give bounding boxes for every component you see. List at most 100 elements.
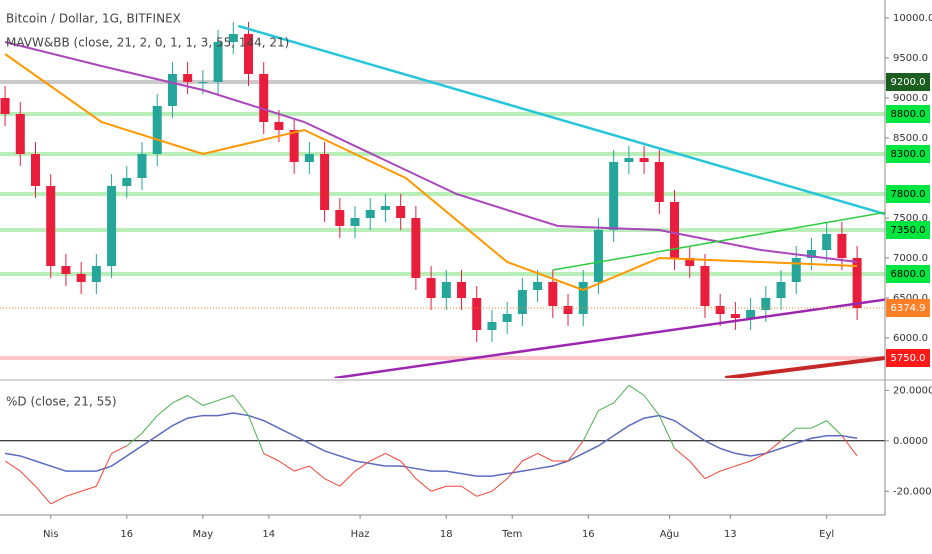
fast-line-segment	[400, 460, 417, 479]
candle-body	[517, 290, 527, 314]
candle-body	[122, 178, 132, 186]
fast-line-segment	[263, 452, 280, 462]
last-price-label: 6374.9	[891, 303, 926, 314]
fast-line-segment	[248, 415, 265, 454]
candle-body	[396, 206, 406, 218]
fast-line-segment	[628, 384, 645, 396]
y-tick-label: 10000.0	[893, 13, 932, 24]
candle-body	[335, 210, 345, 226]
fast-line-segment	[567, 440, 584, 462]
candle-body	[289, 130, 299, 162]
osc-y-tick-label: -20.0000	[893, 486, 932, 497]
last-price-bg	[886, 299, 930, 318]
y-tick-label: 7000.0	[893, 253, 928, 264]
level-band	[0, 80, 885, 84]
candle-body	[578, 282, 588, 314]
indicator-label: MAVW&BB (close, 21, 2, 0, 1, 1, 3, 55, 1…	[6, 36, 289, 50]
fast-line-segment	[415, 478, 432, 492]
x-tick-label: 16	[120, 529, 133, 540]
level-band	[0, 272, 885, 276]
level-label: 8300.0	[891, 149, 926, 160]
x-tick-label: Nis	[43, 529, 58, 540]
fast-line-segment	[643, 395, 660, 416]
fast-line-segment	[293, 465, 310, 472]
candle-body	[274, 122, 284, 130]
osc-y-tick-label: 0.0000	[893, 436, 928, 447]
fast-line-segment	[689, 460, 706, 479]
level-band	[0, 192, 885, 196]
fast-line-segment	[126, 432, 143, 447]
candle-body	[426, 278, 436, 298]
fast-line-segment	[80, 485, 97, 492]
level-label: 9200.0	[891, 77, 926, 88]
fast-line-segment	[765, 440, 782, 454]
level-label-bg	[886, 185, 930, 203]
candle-body	[441, 282, 451, 298]
axes: Nis 16 May 14 Haz 18 Tem 16 Ağu 13 Eyl 6000.0 6500.0…	[0, 0, 932, 540]
candle-body	[0, 98, 10, 114]
fast-line-segment	[339, 470, 356, 487]
candle-body	[791, 258, 801, 282]
chart-title: Bitcoin / Dollar, 1G, BITFINEX	[6, 12, 181, 26]
overlay-line	[334, 298, 885, 378]
candle-body	[685, 258, 695, 266]
fast-line-segment	[613, 384, 630, 404]
level-label-bg	[886, 145, 930, 163]
candle-body	[746, 310, 756, 318]
x-tick-label: May	[193, 529, 214, 540]
fast-line-segment	[658, 415, 675, 449]
level-label-bg	[886, 265, 930, 283]
overlay-line	[4, 41, 858, 263]
fast-line-segment	[750, 452, 767, 462]
level-label-bg	[886, 105, 930, 123]
fast-line-segment	[324, 478, 341, 487]
y-tick-label: 8500.0	[893, 133, 928, 144]
fast-line-segment	[202, 399, 219, 406]
x-tick-label: Haz	[351, 529, 370, 540]
candle-body	[365, 210, 375, 218]
candle-body	[304, 154, 314, 162]
fast-line-segment	[780, 427, 797, 442]
candle-body	[244, 34, 254, 74]
oscillator-label: %D (close, 21, 55)	[6, 395, 117, 409]
candle-body	[593, 230, 603, 282]
fast-line-segment	[841, 435, 858, 457]
level-label: 5750.0	[891, 353, 926, 364]
level-label: 7800.0	[891, 189, 926, 200]
fast-line-segment	[826, 420, 843, 437]
candle-body	[654, 162, 664, 202]
candle-body	[472, 298, 482, 330]
candle-body	[761, 298, 771, 310]
level-label: 7350.0	[891, 225, 926, 236]
level-label: 6800.0	[891, 269, 926, 280]
candle-body	[167, 74, 177, 106]
fast-line-segment	[187, 394, 204, 406]
fast-line-segment	[111, 445, 128, 454]
candle-body	[259, 74, 269, 122]
candle-body	[46, 186, 56, 266]
x-tick-label: Tem	[501, 529, 522, 540]
overlay-line	[552, 211, 885, 271]
fast-line-segment	[172, 394, 188, 404]
fast-line-segment	[476, 490, 493, 497]
candle-body	[609, 162, 619, 230]
fast-line-segment	[674, 447, 691, 462]
candle-body	[624, 158, 634, 162]
candle-body	[700, 266, 710, 306]
fast-line-segment	[735, 460, 751, 467]
fast-line-segment	[537, 452, 554, 462]
x-tick-label: Eyl	[819, 529, 834, 540]
level-band	[0, 228, 885, 232]
y-tick-label: 9500.0	[893, 53, 928, 64]
candle-body	[670, 202, 680, 258]
x-tick-label: Ağu	[660, 528, 680, 540]
x-tick-label: 13	[724, 529, 737, 540]
candle-body	[502, 314, 512, 322]
candle-body	[852, 258, 862, 309]
level-label: 8800.0	[891, 109, 926, 120]
fast-line-segment	[232, 395, 249, 416]
candle-body	[61, 266, 71, 274]
level-band	[0, 112, 885, 116]
y-tick-label: 9000.0	[893, 93, 928, 104]
x-tick-label: 18	[440, 529, 453, 540]
